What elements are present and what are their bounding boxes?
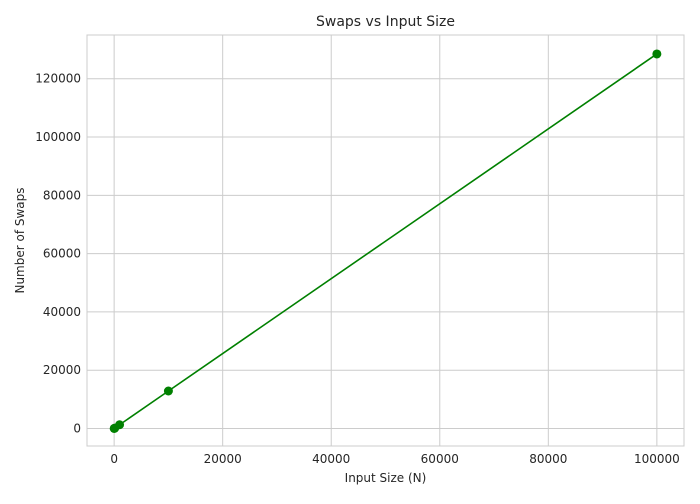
y-tick-label: 120000 bbox=[35, 72, 81, 86]
y-tick-label: 40000 bbox=[43, 305, 81, 319]
y-tick-label: 80000 bbox=[43, 188, 81, 202]
x-tick-label: 60000 bbox=[421, 452, 459, 466]
x-axis-label: Input Size (N) bbox=[345, 471, 427, 485]
y-tick-label: 20000 bbox=[43, 363, 81, 377]
data-point bbox=[163, 386, 173, 396]
plot-frame bbox=[86, 34, 685, 447]
y-tick-label: 0 bbox=[73, 422, 81, 436]
chart-title: Swaps vs Input Size bbox=[316, 14, 455, 30]
data-point bbox=[652, 49, 662, 59]
x-tick-label: 100000 bbox=[634, 452, 680, 466]
x-tick-label: 20000 bbox=[204, 452, 242, 466]
plot-area: 0 20000 40000 60000 80000 100000 0 20000 40000 60… bbox=[35, 34, 685, 466]
data-point bbox=[115, 420, 125, 430]
x-tick-label: 0 bbox=[110, 452, 118, 466]
x-tick-label: 80000 bbox=[529, 452, 567, 466]
y-tick-label: 60000 bbox=[43, 247, 81, 261]
series-line bbox=[113, 53, 658, 430]
x-tick-label: 40000 bbox=[312, 452, 350, 466]
y-axis-label: Number of Swaps bbox=[13, 187, 27, 293]
y-tick-label: 100000 bbox=[35, 130, 81, 144]
